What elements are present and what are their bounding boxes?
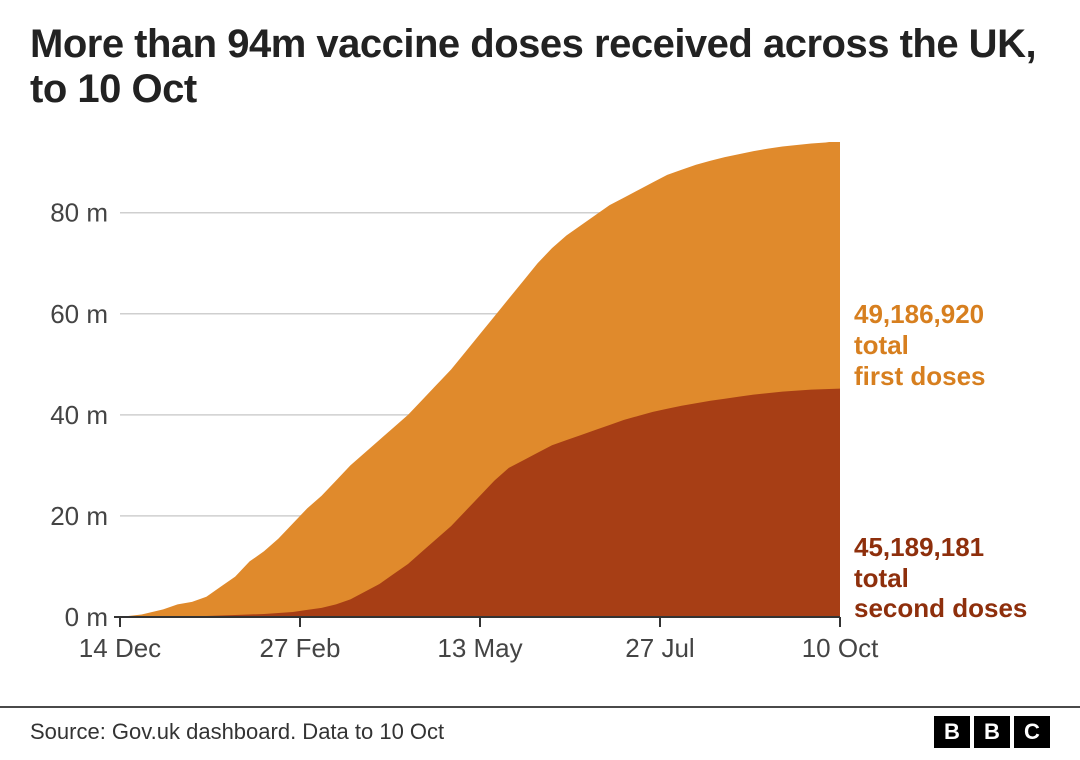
chart-title: More than 94m vaccine doses received acr…	[30, 22, 1050, 112]
source-text: Source: Gov.uk dashboard. Data to 10 Oct	[30, 719, 444, 745]
annotation-number: 45,189,181	[854, 532, 1044, 563]
annotation-label: total	[854, 330, 1044, 361]
footer: Source: Gov.uk dashboard. Data to 10 Oct…	[0, 706, 1080, 760]
svg-text:80 m: 80 m	[50, 197, 108, 227]
chart-container: More than 94m vaccine doses received acr…	[0, 0, 1080, 760]
logo-block: B	[934, 716, 970, 748]
annotation-number: 49,186,920	[854, 299, 1044, 330]
logo-block: C	[1014, 716, 1050, 748]
logo-block: B	[974, 716, 1010, 748]
svg-text:0 m: 0 m	[65, 602, 108, 632]
svg-text:40 m: 40 m	[50, 399, 108, 429]
svg-text:27 Feb: 27 Feb	[260, 633, 341, 663]
svg-text:60 m: 60 m	[50, 298, 108, 328]
chart-area: 0 m 20 m 40 m 60 m 80 m 14 Dec 27 Feb 13 May 27 …	[30, 142, 1050, 672]
svg-text:14 Dec: 14 Dec	[79, 633, 161, 663]
svg-text:10 Oct: 10 Oct	[802, 633, 879, 663]
svg-text:20 m: 20 m	[50, 501, 108, 531]
annotation-label: total	[854, 563, 1044, 594]
svg-text:27 Jul: 27 Jul	[625, 633, 694, 663]
annotation-label: first doses	[854, 361, 1044, 392]
bbc-logo: BBC	[934, 716, 1050, 748]
annotation-second_doses: 45,189,181totalsecond doses	[854, 532, 1044, 624]
annotation-first_doses: 49,186,920totalfirst doses	[854, 299, 1044, 391]
annotation-label: second doses	[854, 593, 1044, 624]
svg-text:13 May: 13 May	[437, 633, 522, 663]
